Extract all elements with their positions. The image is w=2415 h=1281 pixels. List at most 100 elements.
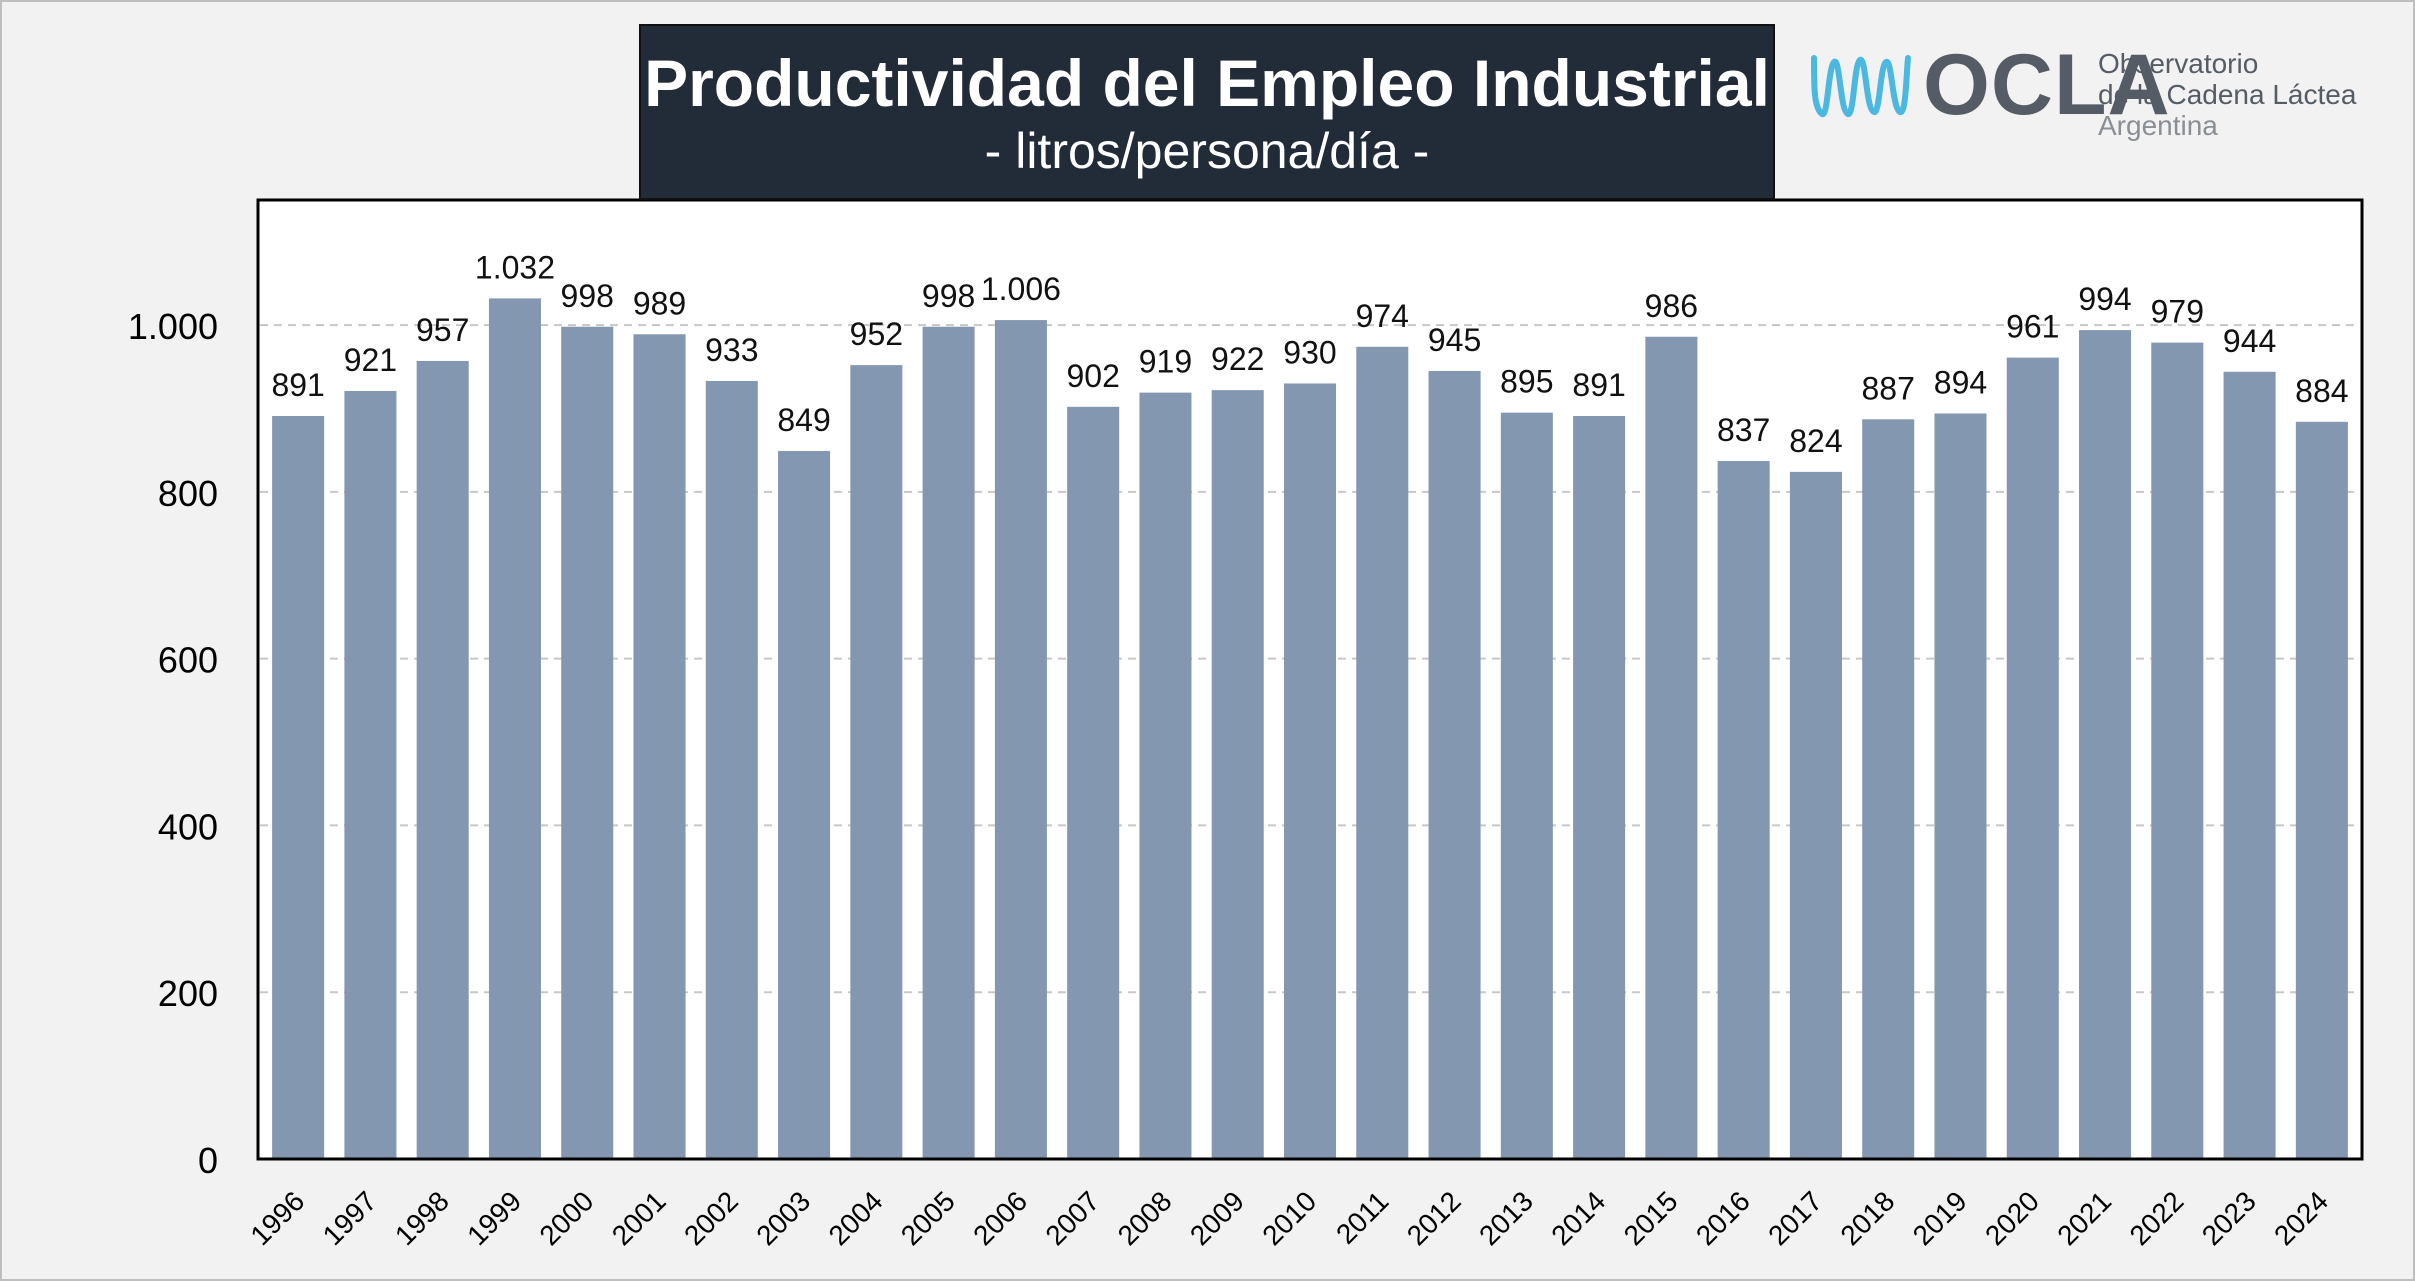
x-tick-label: 2022 <box>2124 1185 2190 1251</box>
bar <box>1789 471 1842 1158</box>
data-label: 824 <box>1789 423 1842 459</box>
y-tick-label: 1.000 <box>128 306 218 347</box>
data-label: 944 <box>2223 323 2276 359</box>
bar <box>2079 330 2132 1158</box>
logo-text: Observatorio de la Cadena Láctea Argenti… <box>2098 48 2356 141</box>
x-tick-label: 2017 <box>1762 1185 1828 1251</box>
x-tick-label: 2001 <box>606 1185 672 1251</box>
chart-title-box: Productividad del Empleo Industrial - li… <box>639 24 1775 200</box>
bar <box>561 326 614 1158</box>
y-tick-label: 0 <box>198 1140 218 1181</box>
x-tick-label: 2018 <box>1834 1185 1900 1251</box>
bar <box>488 298 541 1158</box>
bar <box>2223 371 2276 1158</box>
bar <box>344 390 397 1158</box>
bar <box>2295 421 2348 1158</box>
data-label: 957 <box>416 312 469 348</box>
x-tick-label: 2000 <box>534 1185 600 1251</box>
data-label: 998 <box>922 278 975 314</box>
x-tick-label: 2003 <box>750 1185 816 1251</box>
x-tick-label: 2007 <box>1039 1185 1105 1251</box>
bar <box>1139 392 1192 1158</box>
data-label: 902 <box>1066 358 1119 394</box>
x-tick-label: 2020 <box>1979 1185 2045 1251</box>
bar <box>994 320 1047 1158</box>
chart-subtitle: - litros/persona/día - <box>984 123 1430 179</box>
x-tick-label: 2014 <box>1545 1185 1611 1251</box>
bar <box>922 326 975 1158</box>
bar <box>705 380 758 1158</box>
data-label: 994 <box>2078 281 2131 317</box>
data-label: 933 <box>705 332 758 368</box>
data-label: 895 <box>1500 364 1553 400</box>
x-tick-label: 2010 <box>1256 1185 1322 1251</box>
data-label: 961 <box>2006 309 2059 345</box>
data-label: 921 <box>344 342 397 378</box>
bar <box>1211 390 1264 1158</box>
x-tick-label: 2008 <box>1112 1185 1178 1251</box>
logo-line-2: de la Cadena Láctea <box>2098 79 2357 110</box>
bar <box>1862 419 1915 1158</box>
x-tick-label: 1997 <box>317 1185 383 1251</box>
data-label: 952 <box>850 316 903 352</box>
bar <box>1067 406 1120 1158</box>
y-tick-label: 600 <box>158 640 218 681</box>
data-label: 849 <box>777 402 830 438</box>
x-tick-label: 2016 <box>1690 1185 1756 1251</box>
x-tick-label: 2004 <box>823 1185 889 1251</box>
bar <box>1934 413 1987 1158</box>
bar <box>1645 336 1698 1158</box>
chart-title: Productividad del Empleo Industrial <box>644 46 1770 120</box>
bar <box>778 451 831 1158</box>
data-label: 1.006 <box>981 271 1061 307</box>
bar <box>2151 342 2204 1158</box>
data-label: 837 <box>1717 412 1770 448</box>
bar <box>272 415 325 1158</box>
y-tick-label: 800 <box>158 473 218 514</box>
x-tick-label: 1998 <box>389 1185 455 1251</box>
bar <box>1428 370 1481 1158</box>
x-tick-label: 2011 <box>1330 1185 1395 1250</box>
y-tick-layer: 0 200 400 600 800 1.000 <box>128 306 218 1181</box>
bar <box>416 360 469 1158</box>
x-tick-label: 2024 <box>2268 1185 2334 1251</box>
x-tick-label: 1996 <box>244 1185 310 1251</box>
data-label: 979 <box>2151 294 2204 330</box>
x-tick-label: 2015 <box>1618 1185 1684 1251</box>
x-tick-label: 2013 <box>1473 1185 1539 1251</box>
x-tick-label: 2019 <box>1907 1185 1973 1251</box>
bar <box>850 365 903 1158</box>
data-label: 887 <box>1862 370 1915 406</box>
bar <box>1356 346 1409 1158</box>
bar <box>1573 415 1626 1158</box>
bar-layer <box>272 298 2348 1158</box>
data-label: 891 <box>1572 367 1625 403</box>
data-label: 989 <box>633 285 686 321</box>
data-label: 974 <box>1356 298 1409 334</box>
x-tick-layer: 1996 1997 1998 1999 2000 2001 2002 2003 2004 2005… <box>244 1185 2334 1251</box>
logo-wordmark: OCLA <box>1923 37 2171 133</box>
bar <box>633 334 686 1158</box>
x-tick-label: 2023 <box>2196 1185 2262 1251</box>
data-label: 998 <box>561 278 614 314</box>
data-label: 919 <box>1139 344 1192 380</box>
bar <box>2006 357 2059 1158</box>
x-tick-label: 2005 <box>895 1185 961 1251</box>
data-label: 884 <box>2295 373 2348 409</box>
data-label: 894 <box>1934 364 1987 400</box>
x-tick-label: 2006 <box>967 1185 1033 1251</box>
x-tick-label: 1999 <box>461 1185 527 1251</box>
x-tick-label: 2002 <box>678 1185 744 1251</box>
data-label: 945 <box>1428 322 1481 358</box>
data-label: 891 <box>271 367 324 403</box>
bar <box>1717 461 1770 1158</box>
x-tick-label: 2009 <box>1184 1185 1250 1251</box>
y-tick-label: 200 <box>158 973 218 1014</box>
bar <box>1283 383 1337 1158</box>
bar <box>1500 412 1553 1158</box>
x-tick-label: 2021 <box>2051 1185 2117 1251</box>
milk-wave-icon <box>1811 55 1911 118</box>
